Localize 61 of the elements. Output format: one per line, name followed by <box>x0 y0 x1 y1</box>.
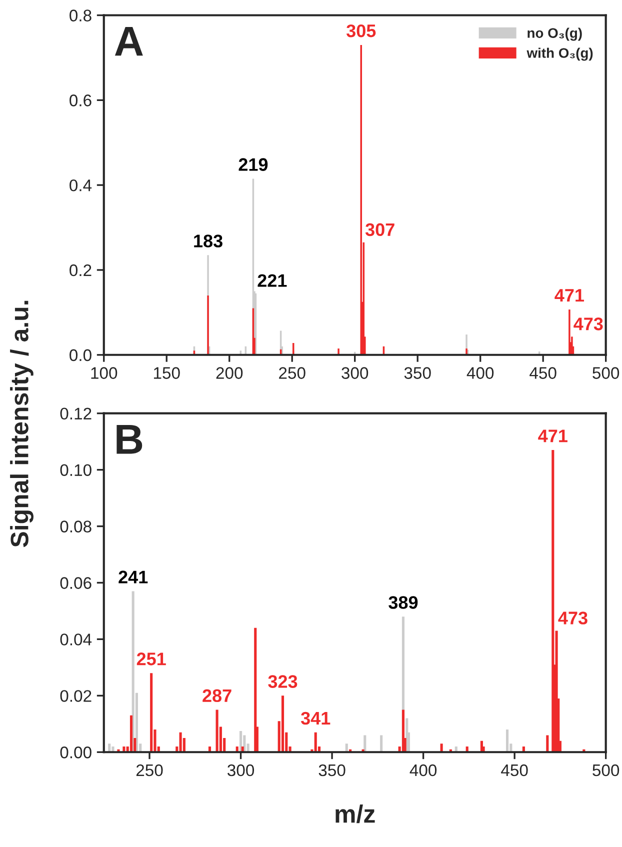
annotation: 219 <box>238 158 268 171</box>
annotation: 323 <box>268 675 298 688</box>
annotation: B <box>116 425 142 454</box>
y-tick-label: 0.06 <box>60 577 92 589</box>
bar <box>254 628 257 752</box>
y-tick-label: 0.10 <box>60 464 92 476</box>
y-tick-label: 0.4 <box>70 179 92 192</box>
y-tick-label: 0.2 <box>70 264 92 276</box>
x-tick-label: 100 <box>91 367 118 379</box>
annotation: 307 <box>365 223 394 236</box>
x-tick-label: 400 <box>410 764 437 776</box>
annotation: 389 <box>388 596 418 609</box>
bar <box>314 732 317 752</box>
annotation: A <box>114 26 143 56</box>
annotation: 241 <box>118 570 148 584</box>
bar <box>380 735 383 752</box>
annotation: 471 <box>554 289 584 302</box>
y-tick-label: 0.0 <box>70 349 92 362</box>
legend-label: with O₃(g) <box>526 48 593 61</box>
y-tick-label: 0.12 <box>60 408 92 420</box>
x-tick-label: 500 <box>592 764 620 776</box>
annotation: 251 <box>136 652 166 666</box>
bar <box>546 735 549 752</box>
annotation: 471 <box>538 430 568 442</box>
x-tick-label: 400 <box>466 367 494 379</box>
bar <box>150 673 153 752</box>
y-tick-label: 0.04 <box>60 634 92 646</box>
bar <box>281 696 284 752</box>
annotation: 221 <box>258 274 287 287</box>
x-tick-label: 200 <box>216 367 243 379</box>
bar <box>179 732 182 752</box>
x-tick-label: 150 <box>154 367 180 379</box>
annotation: 473 <box>558 612 588 624</box>
bar <box>130 715 133 752</box>
x-axis-title: m/z <box>336 804 375 824</box>
annotation: 305 <box>346 24 376 38</box>
x-tick-label: 450 <box>530 367 556 379</box>
x-tick-label: 300 <box>342 367 368 379</box>
legend-label: no O₃(g) <box>528 28 582 41</box>
x-tick-label: 300 <box>228 764 254 776</box>
bar <box>112 746 114 752</box>
x-tick-label: 350 <box>318 764 346 776</box>
bar <box>216 710 218 752</box>
bar <box>506 730 509 752</box>
x-tick-label: 500 <box>592 367 620 379</box>
y-tick-label: 0.08 <box>60 520 92 532</box>
bar <box>552 450 554 752</box>
x-tick-label: 250 <box>279 367 306 379</box>
annotation: 341 <box>300 712 330 725</box>
y-tick-label: 0.02 <box>60 690 92 702</box>
annotation: 473 <box>574 318 603 330</box>
y-axis-title: Signal intensity / a.u. <box>10 300 34 548</box>
y-tick-label: 0.8 <box>70 10 92 22</box>
y-tick-label: 0.00 <box>60 746 92 758</box>
y-tick-label: 0.6 <box>70 94 92 106</box>
x-tick-label: 450 <box>501 764 528 776</box>
annotation: 287 <box>202 689 232 702</box>
bar <box>132 591 134 752</box>
annotation: 183 <box>194 234 222 248</box>
x-tick-label: 250 <box>136 764 163 776</box>
x-tick-label: 350 <box>404 367 431 379</box>
